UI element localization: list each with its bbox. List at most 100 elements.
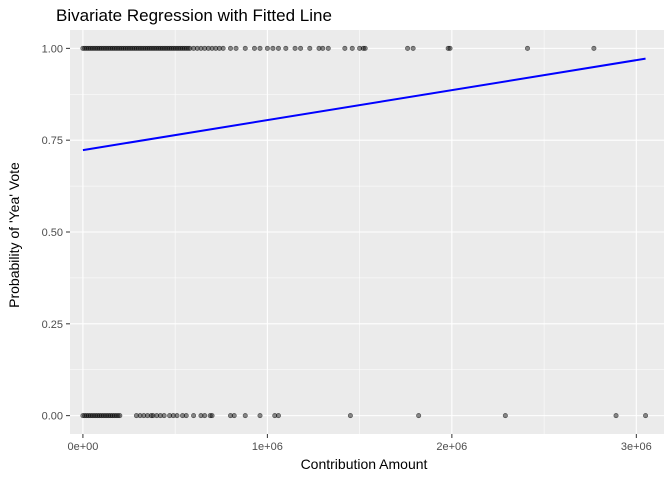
data-point [220, 45, 226, 51]
data-point [227, 45, 233, 51]
chart-title: Bivariate Regression with Fitted Line [56, 6, 332, 25]
data-point [181, 45, 187, 51]
data-point [316, 45, 322, 51]
data-point [156, 45, 162, 51]
data-point [264, 45, 270, 51]
data-point [102, 413, 108, 419]
data-point [209, 45, 215, 51]
data-point [98, 413, 104, 419]
data-point [152, 45, 158, 51]
data-point [130, 45, 136, 51]
data-point [100, 45, 106, 51]
data-point [185, 45, 191, 51]
data-point [111, 413, 117, 419]
data-point [154, 413, 160, 419]
data-point [180, 45, 186, 51]
data-point [115, 413, 121, 419]
data-point [144, 413, 150, 419]
data-point [207, 413, 213, 419]
data-point [410, 45, 416, 51]
data-point [591, 45, 597, 51]
data-point [85, 413, 91, 419]
data-point [93, 45, 99, 51]
data-point [84, 45, 90, 51]
data-point [198, 413, 204, 419]
data-point [82, 45, 88, 51]
data-point [174, 413, 180, 419]
data-point [213, 45, 219, 51]
data-point [325, 45, 331, 51]
data-point [148, 413, 154, 419]
data-point [159, 45, 165, 51]
data-point [141, 45, 147, 51]
data-point [113, 413, 119, 419]
x-axis-label: Contribution Amount [300, 456, 428, 472]
data-point [97, 45, 103, 51]
data-point [242, 413, 248, 419]
data-point [119, 45, 125, 51]
data-point [216, 45, 222, 51]
data-point [183, 45, 189, 51]
data-point [362, 45, 368, 51]
data-point [167, 413, 173, 419]
data-point [157, 45, 163, 51]
data-point [275, 45, 281, 51]
data-point [104, 45, 110, 51]
data-point [117, 45, 123, 51]
data-point [180, 413, 186, 419]
data-point [106, 45, 112, 51]
data-point [272, 413, 278, 419]
data-point [95, 45, 101, 51]
data-point [187, 45, 193, 51]
data-point [209, 413, 215, 419]
data-point [342, 45, 348, 51]
data-point [178, 45, 184, 51]
data-point [170, 413, 176, 419]
data-point [161, 45, 167, 51]
data-point [349, 45, 355, 51]
data-point [146, 45, 152, 51]
data-point [82, 413, 88, 419]
data-point [98, 45, 104, 51]
data-point [108, 413, 114, 419]
data-point [100, 413, 106, 419]
data-point [150, 45, 156, 51]
data-point [150, 413, 156, 419]
data-point [80, 413, 86, 419]
data-point [643, 413, 649, 419]
data-point [405, 45, 411, 51]
data-point [141, 413, 147, 419]
data-point [502, 413, 508, 419]
y-tick-label: 0.50 [42, 227, 63, 239]
data-point [89, 45, 95, 51]
data-point [292, 45, 298, 51]
data-point [270, 45, 276, 51]
data-point [91, 413, 97, 419]
data-point [613, 413, 619, 419]
data-point [108, 45, 114, 51]
data-point [231, 413, 237, 419]
x-tick-label: 0e+00 [67, 441, 98, 453]
data-point [165, 45, 171, 51]
data-point [320, 45, 326, 51]
data-point [167, 45, 173, 51]
data-point [132, 45, 138, 51]
data-point [102, 45, 108, 51]
data-point [111, 45, 117, 51]
x-tick-label: 3e+06 [621, 441, 652, 453]
data-point [87, 45, 93, 51]
data-point [91, 45, 97, 51]
data-point [168, 45, 174, 51]
y-tick-label: 1.00 [42, 43, 63, 55]
data-point [307, 45, 313, 51]
data-point [416, 413, 422, 419]
data-point [144, 45, 150, 51]
data-point [161, 413, 167, 419]
data-point [95, 413, 101, 419]
data-point [143, 45, 149, 51]
data-point [128, 45, 134, 51]
data-point [198, 45, 204, 51]
data-point [154, 45, 160, 51]
